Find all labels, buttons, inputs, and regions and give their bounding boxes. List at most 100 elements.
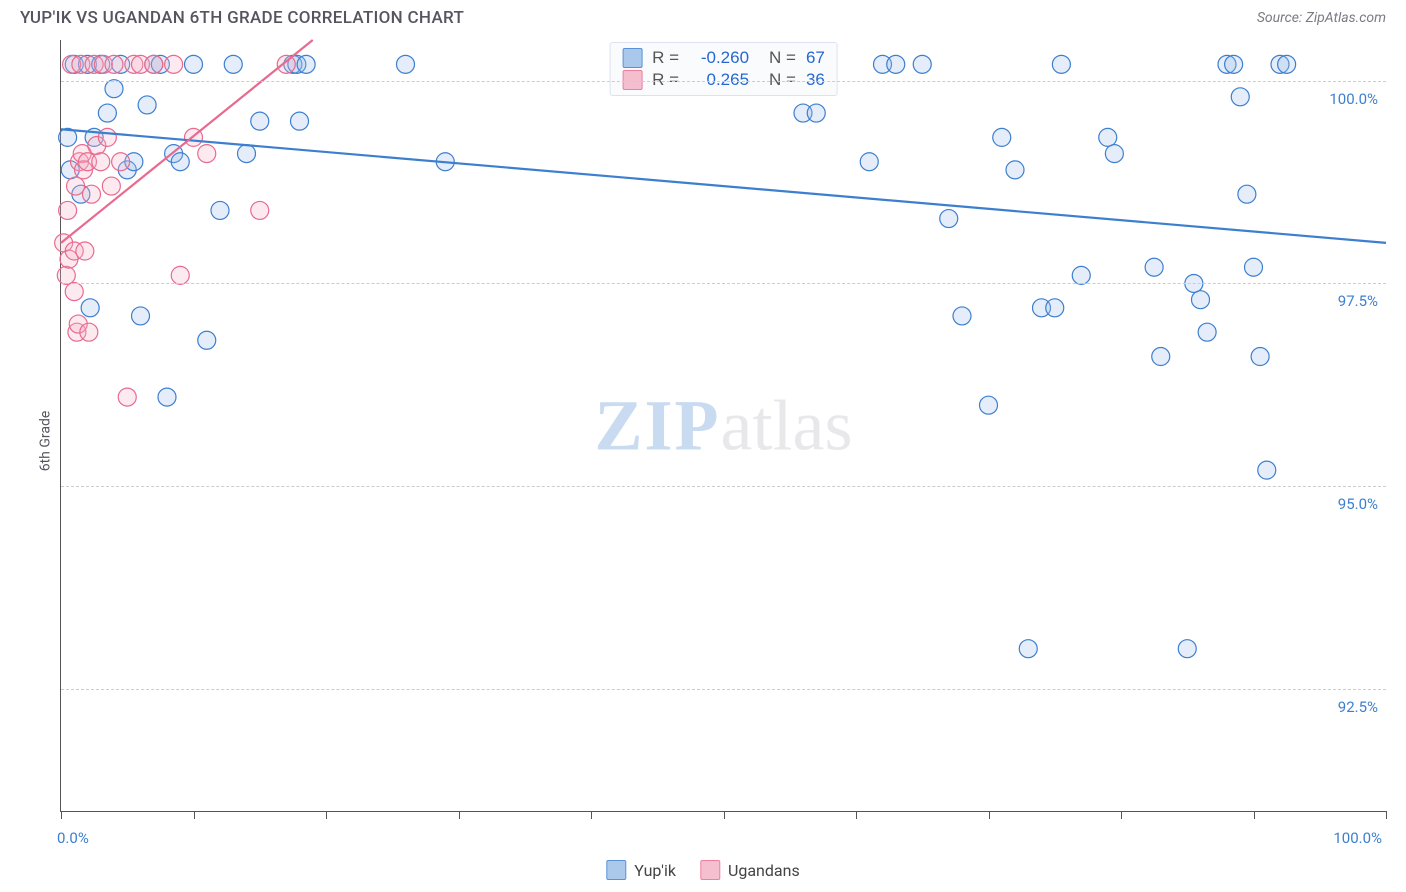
chart-source: Source: ZipAtlas.com <box>1257 10 1386 26</box>
x-tick-label: 0.0% <box>57 829 89 847</box>
data-point <box>1192 291 1210 309</box>
data-point <box>92 153 110 171</box>
data-point <box>1099 128 1117 146</box>
data-point <box>98 104 116 122</box>
x-tick-label: 100.0% <box>1333 829 1382 847</box>
data-point <box>1245 258 1263 276</box>
data-point <box>198 145 216 163</box>
data-point <box>171 153 189 171</box>
data-point <box>860 153 878 171</box>
data-point <box>1251 348 1269 366</box>
x-tick <box>989 811 990 819</box>
data-point <box>1046 299 1064 317</box>
footer-label-0: Yup'ik <box>634 861 676 880</box>
data-point <box>251 201 269 219</box>
data-point <box>211 201 229 219</box>
data-point <box>940 210 958 228</box>
data-point <box>1231 88 1249 106</box>
x-tick <box>459 811 460 819</box>
x-tick <box>1254 811 1255 819</box>
data-point <box>1019 640 1037 658</box>
data-point <box>105 80 123 98</box>
data-point <box>1006 161 1024 179</box>
data-point <box>118 388 136 406</box>
data-point <box>185 55 203 73</box>
data-point <box>65 283 83 301</box>
r-label: R = <box>652 48 679 68</box>
data-point <box>251 112 269 130</box>
gridline <box>61 486 1386 487</box>
data-point <box>1145 258 1163 276</box>
y-tick-label: 95.0% <box>1338 495 1378 513</box>
data-point <box>913 55 931 73</box>
data-point <box>980 396 998 414</box>
x-tick <box>1386 811 1387 819</box>
data-point <box>80 323 98 341</box>
data-point <box>297 55 315 73</box>
data-point <box>171 266 189 284</box>
scatter-plot-svg <box>61 40 1386 811</box>
legend-swatch-0 <box>622 48 642 68</box>
x-tick <box>591 811 592 819</box>
x-tick <box>724 811 725 819</box>
y-tick-label: 92.5% <box>1338 698 1378 716</box>
data-point <box>291 112 309 130</box>
footer-legend-item-0: Yup'ik <box>606 860 676 880</box>
gridline <box>61 283 1386 284</box>
footer-label-1: Ugandans <box>728 861 800 880</box>
data-point <box>57 266 75 284</box>
data-point <box>198 331 216 349</box>
data-point <box>132 307 150 325</box>
data-point <box>98 128 116 146</box>
data-point <box>158 388 176 406</box>
data-point <box>1278 55 1296 73</box>
data-point <box>59 201 77 219</box>
data-point <box>224 55 242 73</box>
trend-line <box>61 129 1386 243</box>
n-label: N = <box>769 48 796 68</box>
data-point <box>1105 145 1123 163</box>
data-point <box>67 177 85 195</box>
data-point <box>1225 55 1243 73</box>
plot-area: ZIPatlas R = -0.260 N = 67 R = 0.265 N =… <box>60 40 1386 812</box>
gridline <box>61 689 1386 690</box>
y-tick-label: 100.0% <box>1329 90 1378 108</box>
data-point <box>238 145 256 163</box>
data-point <box>397 55 415 73</box>
correlation-legend: R = -0.260 N = 67 R = 0.265 N = 36 <box>609 42 838 96</box>
data-point <box>138 96 156 114</box>
footer-legend-item-1: Ugandans <box>700 860 800 880</box>
data-point <box>807 104 825 122</box>
x-tick <box>856 811 857 819</box>
x-tick <box>61 811 62 819</box>
data-point <box>993 128 1011 146</box>
chart-title: YUP'IK VS UGANDAN 6TH GRADE CORRELATION … <box>20 8 464 28</box>
data-point <box>105 55 123 73</box>
data-point <box>81 299 99 317</box>
x-tick <box>1121 811 1122 819</box>
data-point <box>1198 323 1216 341</box>
chart-header: YUP'IK VS UGANDAN 6TH GRADE CORRELATION … <box>0 0 1406 32</box>
data-point <box>953 307 971 325</box>
data-point <box>1152 348 1170 366</box>
data-point <box>112 153 130 171</box>
footer-swatch-0 <box>606 860 626 880</box>
data-point <box>82 185 100 203</box>
legend-row-series-0: R = -0.260 N = 67 <box>622 47 825 69</box>
data-point <box>1178 640 1196 658</box>
chart-wrap: 6th Grade ZIPatlas R = -0.260 N = 67 R =… <box>20 40 1386 842</box>
data-point <box>165 55 183 73</box>
data-point <box>1052 55 1070 73</box>
x-tick <box>326 811 327 819</box>
footer-legend: Yup'ik Ugandans <box>606 860 799 880</box>
gridline <box>61 81 1386 82</box>
data-point <box>1072 266 1090 284</box>
data-point <box>1238 185 1256 203</box>
y-tick-label: 97.5% <box>1338 292 1378 310</box>
data-point <box>76 242 94 260</box>
r-value-0: -0.260 <box>689 48 749 68</box>
data-point <box>145 55 163 73</box>
data-point <box>887 55 905 73</box>
y-axis-label: 6th Grade <box>37 411 53 472</box>
data-point <box>277 55 295 73</box>
